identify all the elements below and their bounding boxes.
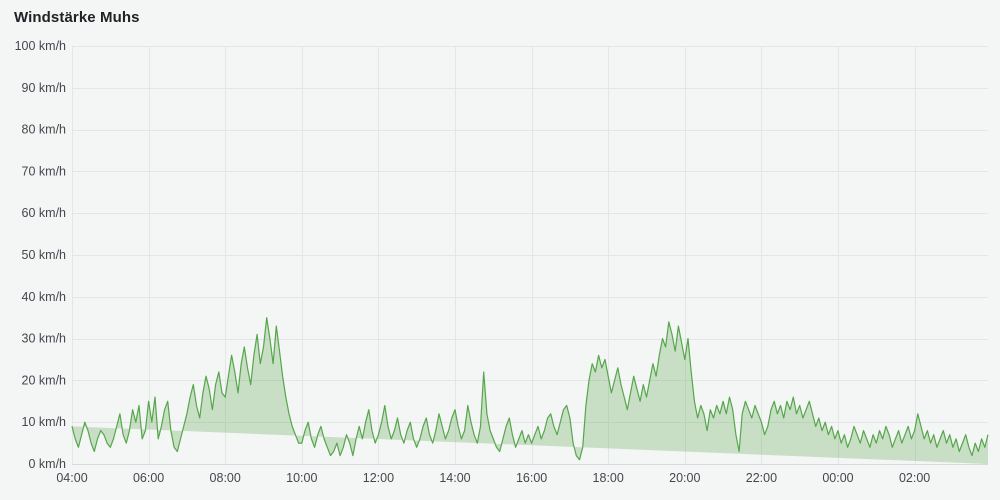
wind-line-series (71, 317, 989, 461)
wind-area-fill (72, 317, 988, 464)
x-tick-label: 02:00 (899, 471, 930, 485)
x-tick-label: 12:00 (363, 471, 394, 485)
x-tick-label: 06:00 (133, 471, 164, 485)
y-tick-label: 40 km/h (22, 290, 67, 304)
y-tick-label: 100 km/h (15, 39, 66, 53)
panel-title[interactable]: Windstärke Muhs (14, 9, 140, 26)
y-tick-label: 70 km/h (22, 164, 67, 178)
x-tick-label: 08:00 (210, 471, 241, 485)
y-tick-label: 0 km/h (28, 457, 66, 471)
x-tick-label: 00:00 (822, 471, 853, 485)
y-tick-label: 60 km/h (22, 206, 67, 220)
y-tick-label: 50 km/h (22, 248, 67, 262)
x-tick-label: 16:00 (516, 471, 547, 485)
y-tick-label: 20 km/h (22, 373, 67, 387)
y-tick-label: 80 km/h (22, 123, 67, 137)
y-tick-label: 30 km/h (22, 332, 67, 346)
x-tick-label: 22:00 (746, 471, 777, 485)
y-tick-label: 10 km/h (22, 415, 67, 429)
x-tick-label: 18:00 (593, 471, 624, 485)
x-tick-label: 04:00 (56, 471, 87, 485)
x-tick-label: 20:00 (669, 471, 700, 485)
x-tick-label: 14:00 (439, 471, 470, 485)
x-tick-label: 10:00 (286, 471, 317, 485)
y-tick-label: 90 km/h (22, 81, 67, 95)
